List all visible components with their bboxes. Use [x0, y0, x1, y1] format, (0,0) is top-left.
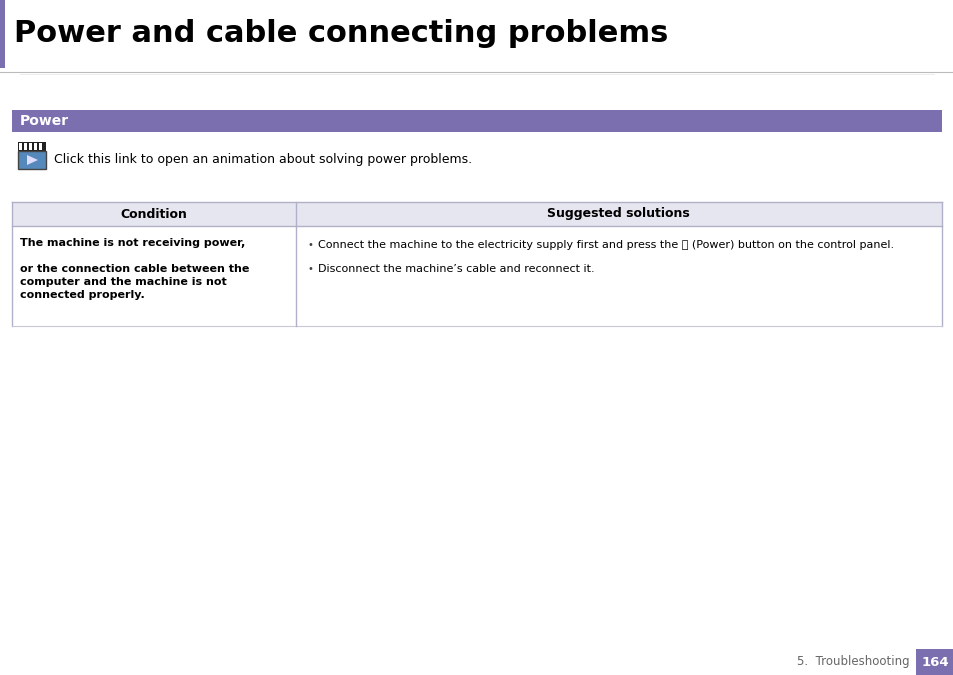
Bar [915, 649, 953, 675]
Text: Condition: Condition [120, 207, 187, 221]
Bar [39, 143, 42, 150]
Text: or the connection cable between the: or the connection cable between the [20, 264, 249, 274]
Bar [29, 143, 32, 150]
Text: •: • [307, 240, 314, 250]
Text: computer and the machine is not: computer and the machine is not [20, 277, 227, 287]
Bar [18, 151, 46, 169]
Bar [18, 142, 46, 151]
Text: Power: Power [20, 114, 69, 128]
Text: 5.  Troubleshooting: 5. Troubleshooting [797, 655, 909, 668]
Bar [19, 143, 22, 150]
Text: connected properly.: connected properly. [20, 290, 145, 300]
Text: The machine is not receiving power,: The machine is not receiving power, [20, 238, 245, 248]
Bar [12, 202, 941, 226]
Polygon shape [27, 155, 38, 165]
Text: Power and cable connecting problems: Power and cable connecting problems [14, 20, 668, 49]
Text: Connect the machine to the electricity supply first and press the ⓘ (Power) butt: Connect the machine to the electricity s… [317, 240, 893, 250]
Text: Disconnect the machine’s cable and reconnect it.: Disconnect the machine’s cable and recon… [317, 264, 594, 274]
Bar [12, 110, 941, 132]
Text: Click this link to open an animation about solving power problems.: Click this link to open an animation abo… [54, 153, 472, 167]
Bar [0, 649, 953, 675]
Text: Suggested solutions: Suggested solutions [547, 207, 689, 221]
Text: 164: 164 [921, 655, 948, 668]
Bar [24, 143, 27, 150]
Bar [0, 0, 5, 68]
Text: •: • [307, 264, 314, 274]
Bar [34, 143, 37, 150]
